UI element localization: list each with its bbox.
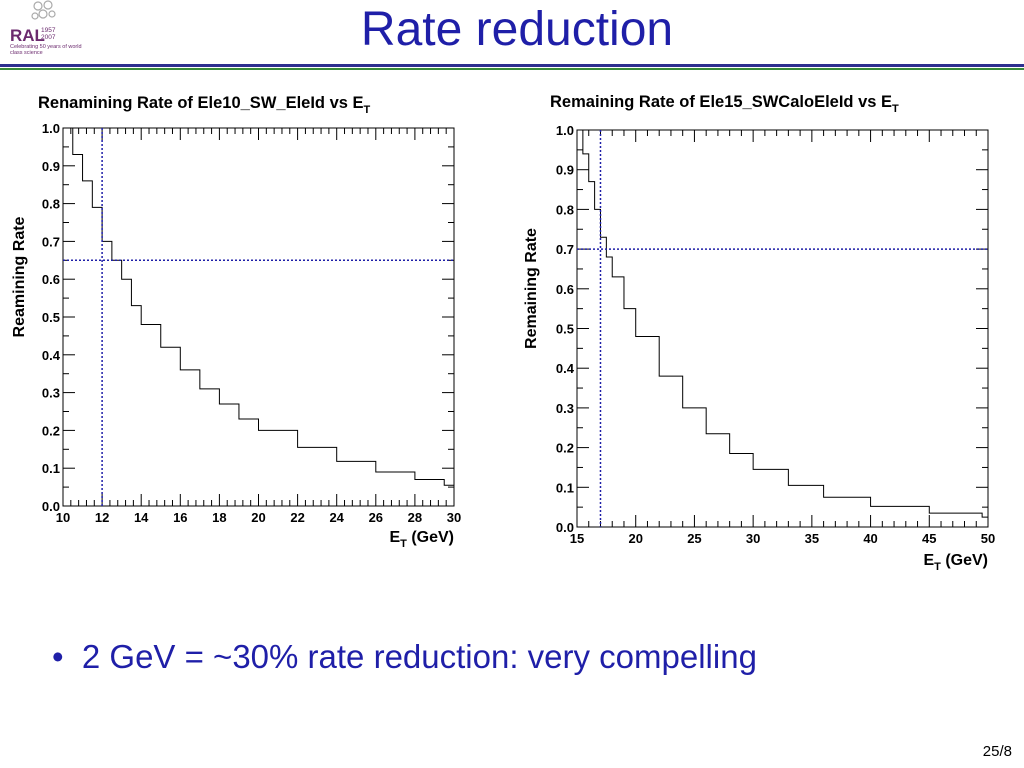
slide-title: Rate reduction <box>360 3 674 56</box>
bullet-text: 2 GeV = ~30% rate reduction: very compel… <box>81 638 757 675</box>
chart1-ytick-label: 0.5 <box>42 310 60 325</box>
header-rule-bottom <box>0 68 1024 70</box>
header-rule-top <box>0 64 1024 67</box>
chart1-ytick-label: 0.2 <box>42 423 60 438</box>
chart1-ytick-label: 0.9 <box>42 159 60 174</box>
chart1-ylabel: Reamining Rate <box>11 216 28 337</box>
chart2-series-line <box>577 129 988 518</box>
chart1-ytick-label: 0.1 <box>42 461 60 476</box>
chart1-xtick-label: 14 <box>134 510 149 525</box>
chart2-ytick-label: 0.7 <box>556 242 574 257</box>
logo-year-start: 1957 <box>41 27 56 34</box>
chart1-xtick-label: 20 <box>251 510 265 525</box>
chart1-xtick-label: 28 <box>408 510 422 525</box>
chart1-xtick-label: 24 <box>329 510 344 525</box>
chart1-xtick-label: 16 <box>173 510 187 525</box>
bullet-dot: • <box>52 638 82 675</box>
chart2-ytick-label: 0.5 <box>556 322 574 337</box>
chart1-xtick-label: 30 <box>447 510 461 525</box>
chart1-xtick-label: 18 <box>212 510 226 525</box>
logo-circles-icon <box>31 0 56 20</box>
chart2-xtick-label: 25 <box>687 531 701 546</box>
chart2-xtick-label: 40 <box>863 531 877 546</box>
chart2-ytick-label: 0.1 <box>556 480 574 495</box>
chart1-xlabel: ET (GeV) <box>389 529 454 550</box>
chart2-ytick-label: 0.2 <box>556 441 574 456</box>
chart1-ytick-label: 0.3 <box>42 386 60 401</box>
logo-tagline: Celebrating 50 years of world class scie… <box>10 44 82 56</box>
chart1-xtick-label: 22 <box>290 510 304 525</box>
chart2-ytick-label: 0.4 <box>556 361 575 376</box>
chart1-ytick-label: 1.0 <box>42 121 60 136</box>
chart1-xtick-label: 10 <box>56 510 70 525</box>
logo-text: RAL <box>10 26 45 45</box>
chart2-xlabel-unit: (GeV) <box>941 552 988 569</box>
logo-year-end: 2007 <box>41 34 56 41</box>
chart1-ytick-label: 0.0 <box>42 499 60 514</box>
chart2-title-subscript: T <box>892 103 899 115</box>
chart2-plot-frame <box>576 129 989 528</box>
chart2-xtick-label: 35 <box>805 531 819 546</box>
page-number: 25/8 <box>982 743 1012 760</box>
chart1-plot-frame <box>62 127 455 507</box>
chart2-xtick-label: 45 <box>922 531 936 546</box>
chart2-ytick-label: 0.8 <box>556 202 574 217</box>
logo-years: 1957 2007 <box>41 27 55 41</box>
chart2-xlabel-subscript: T <box>934 561 941 573</box>
chart2-xtick-label: 20 <box>628 531 642 546</box>
chart2-ytick-label: 1.0 <box>556 123 574 138</box>
chart1-xtick-label: 26 <box>369 510 383 525</box>
chart1-ytick-label: 0.4 <box>42 348 61 363</box>
chart1-xtick-label: 12 <box>95 510 109 525</box>
chart1-ytick-label: 0.7 <box>42 234 60 249</box>
chart1-xlabel-subscript: T <box>400 538 407 550</box>
chart1-title: Renamining Rate of Ele10_SW_EleId vs ET <box>38 94 371 116</box>
chart1-series-line <box>63 127 454 486</box>
bullet-item: • 2 GeV = ~30% rate reduction: very comp… <box>52 638 757 676</box>
chart2-ylabel: Remaining Rate <box>523 228 540 349</box>
ral-logo <box>10 0 90 60</box>
chart2-title: Remaining Rate of Ele15_SWCaloEleId vs E… <box>550 93 899 115</box>
chart1-ytick-label: 0.8 <box>42 197 60 212</box>
chart2-xlabel: ET (GeV) <box>923 552 988 573</box>
chart2-ytick-label: 0.3 <box>556 401 574 416</box>
chart1-title-subscript: T <box>364 104 371 116</box>
chart2-ytick-label: 0.6 <box>556 282 574 297</box>
chart2-ytick-label: 0.9 <box>556 163 574 178</box>
chart2-ytick-label: 0.0 <box>556 520 574 535</box>
chart1-xlabel-unit: (GeV) <box>407 529 454 546</box>
chart2-xtick-label: 15 <box>570 531 584 546</box>
chart2-xtick-label: 30 <box>746 531 760 546</box>
chart1-ytick-label: 0.6 <box>42 272 60 287</box>
chart2-xtick-label: 50 <box>981 531 995 546</box>
